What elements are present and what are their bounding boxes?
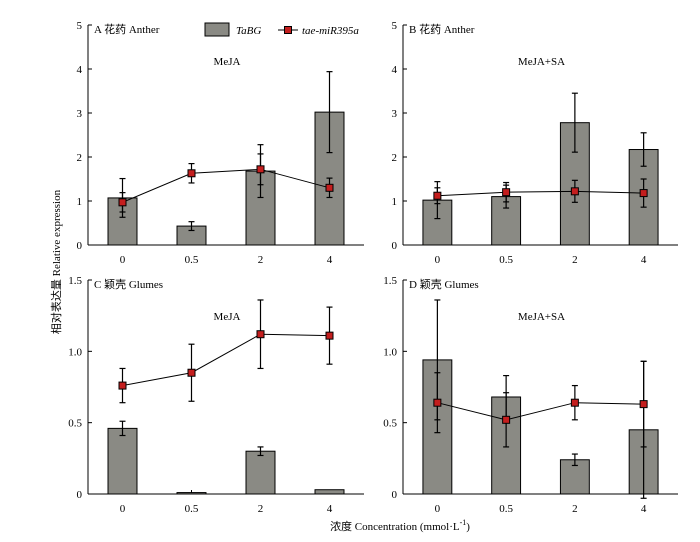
- line-point-a-0: [118, 198, 127, 207]
- panel-a: 0 1 2 3 4 5 0 0.5 2 4 A 花药 Anther MeJA: [77, 20, 364, 266]
- y-tick-label-c-0: 0: [77, 489, 83, 501]
- y-tick-label-d-1: 0.5: [383, 418, 397, 430]
- line-point-b-2: [570, 187, 579, 196]
- x-tick-label-a-3: 4: [327, 254, 333, 266]
- y-tick-label-a-0: 0: [77, 240, 83, 252]
- line-series-b: [437, 190, 644, 197]
- y-tick-label-c-1: 0.5: [68, 418, 82, 430]
- legend-bar-label: TaBG: [236, 25, 261, 37]
- x-tick-label-d-1: 0.5: [499, 503, 513, 515]
- bar-c-2: [245, 450, 276, 495]
- y-tick-label-b-3: 3: [392, 108, 398, 120]
- panel-condition-c: MeJA: [214, 311, 241, 323]
- panel-condition-a: MeJA: [214, 56, 241, 68]
- line-series-d: [437, 402, 644, 421]
- x-tick-label-d-2: 2: [572, 503, 578, 515]
- bar-a-0: [107, 197, 138, 246]
- x-tick-label-c-2: 2: [258, 503, 264, 515]
- y-tick-label-b-0: 0: [392, 240, 398, 252]
- y-tick-label-b-5: 5: [392, 20, 398, 32]
- panel-label-b: B 花药 Anther: [409, 23, 475, 36]
- x-tick-label-c-0: 0: [120, 503, 126, 515]
- y-tick-label-c-3: 1.5: [68, 275, 82, 287]
- x-tick-label-a-0: 0: [120, 254, 126, 266]
- x-tick-label-b-0: 0: [435, 254, 441, 266]
- line-point-d-3: [639, 400, 648, 409]
- legend-bar-swatch: [204, 22, 230, 37]
- panel-d: 0 0.5 1.0 1.5 0 0.5 2 4 D 颖壳 Glumes MeJA+SA: [383, 275, 678, 515]
- x-tick-label-a-2: 2: [258, 254, 264, 266]
- panel-c: 0 0.5 1.0 1.5 0 0.5 2 4 C 颖壳 Glumes MeJA: [68, 275, 364, 515]
- line-point-c-3: [325, 331, 334, 340]
- line-point-a-3: [325, 183, 334, 192]
- bar-c-3: [314, 489, 345, 495]
- legend: TaBG tae-miR395a: [204, 22, 359, 37]
- bar-c-1: [176, 492, 207, 495]
- y-tick-label-b-4: 4: [392, 64, 398, 76]
- y-tick-label-a-2: 2: [77, 152, 83, 164]
- line-point-b-1: [502, 188, 511, 197]
- y-tick-label-a-1: 1: [77, 196, 83, 208]
- y-tick-label-c-2: 1.0: [68, 346, 82, 358]
- panel-condition-b: MeJA+SA: [518, 56, 565, 68]
- x-tick-label-b-2: 2: [572, 254, 578, 266]
- x-tick-label-b-1: 0.5: [499, 254, 513, 266]
- x-axis-label-end: ): [466, 521, 470, 533]
- panel-label-d: D 颖壳 Glumes: [409, 277, 479, 291]
- legend-line-label: tae-miR395a: [302, 25, 359, 37]
- line-point-c-2: [256, 330, 265, 339]
- line-point-d-0: [433, 398, 442, 407]
- line-point-d-1: [502, 415, 511, 424]
- legend-line-marker: [284, 26, 292, 34]
- y-tick-label-b-2: 2: [392, 152, 398, 164]
- y-tick-label-b-1: 1: [392, 196, 398, 208]
- x-tick-label-d-0: 0: [435, 503, 441, 515]
- panel-label-c: C 颖壳 Glumes: [94, 277, 163, 291]
- line-point-a-2: [256, 165, 265, 174]
- y-tick-label-d-0: 0: [392, 489, 398, 501]
- x-axis-label: 浓度 Concentration (mmol·L-1): [330, 518, 470, 533]
- panel-condition-d: MeJA+SA: [518, 311, 565, 323]
- y-tick-label-d-2: 1.0: [383, 346, 397, 358]
- x-axis-label-main: 浓度 Concentration (mmol·L: [330, 519, 460, 533]
- line-point-c-1: [187, 368, 196, 377]
- line-point-b-0: [433, 191, 442, 200]
- x-tick-label-b-3: 4: [641, 254, 647, 266]
- line-point-a-1: [187, 169, 196, 178]
- y-axis-label: 相对表达量 Relative expression: [49, 189, 63, 334]
- panel-b: 0 1 2 3 4 5 0 0.5 2 4 B 花药 Anther MeJA+SA: [392, 20, 678, 266]
- panel-label-a: A 花药 Anther: [94, 23, 160, 36]
- x-tick-label-c-1: 0.5: [185, 503, 199, 515]
- x-tick-label-d-3: 4: [641, 503, 647, 515]
- x-axis-label-sup: -1: [460, 518, 467, 527]
- y-tick-label-d-3: 1.5: [383, 275, 397, 287]
- x-tick-label-c-3: 4: [327, 503, 333, 515]
- y-tick-label-a-3: 3: [77, 108, 83, 120]
- y-tick-label-a-5: 5: [77, 20, 83, 32]
- line-series-a: [122, 168, 330, 203]
- x-tick-label-a-1: 0.5: [185, 254, 199, 266]
- line-point-c-0: [118, 381, 127, 390]
- line-point-d-2: [570, 398, 579, 407]
- y-tick-label-a-4: 4: [77, 64, 83, 76]
- line-point-b-3: [639, 189, 648, 198]
- line-series-c: [122, 333, 330, 387]
- bar-c-0: [107, 427, 138, 495]
